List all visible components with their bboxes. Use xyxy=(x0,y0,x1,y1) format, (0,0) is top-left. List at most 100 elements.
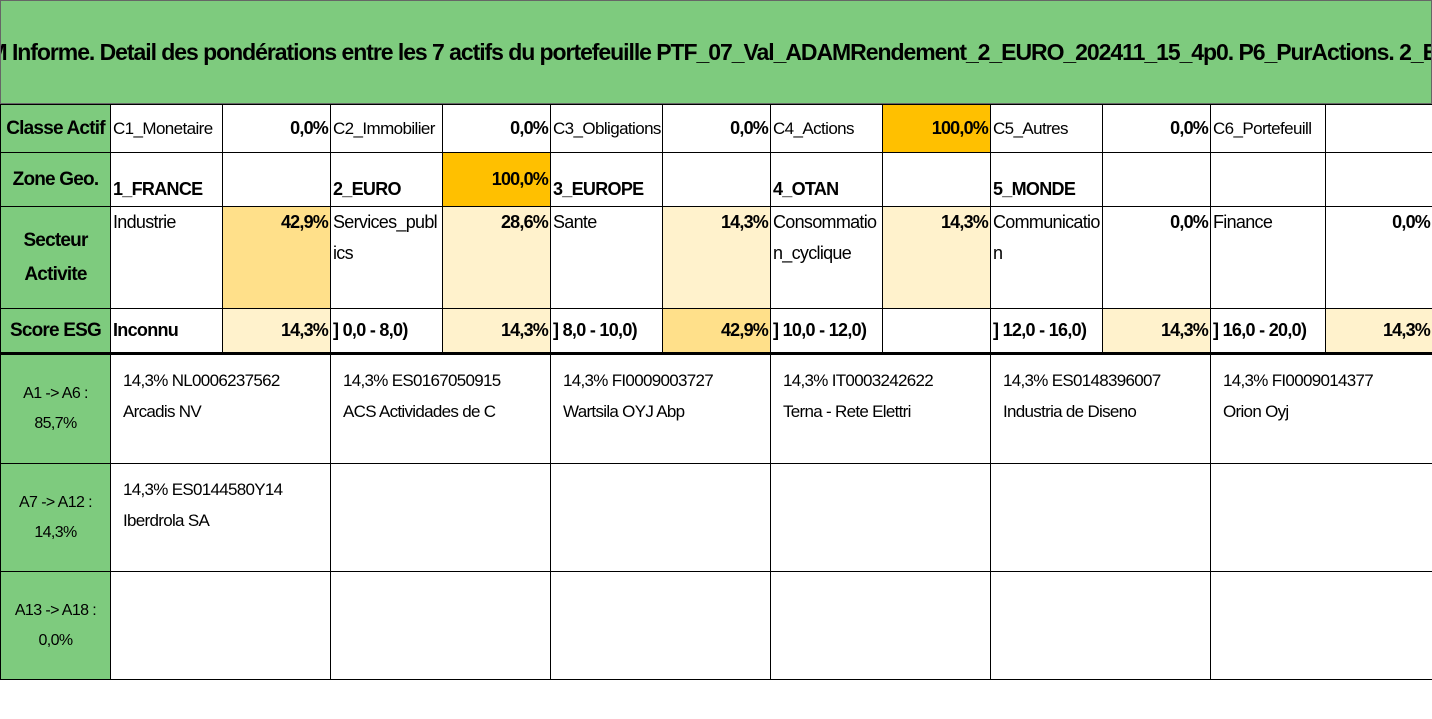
classe-name: C3_Obligations xyxy=(550,104,663,153)
secteur-row: Secteur Activite Industrie 42,9% Service… xyxy=(0,206,1432,309)
asset-name: ACS Actividades de C xyxy=(343,402,496,421)
asset-cell xyxy=(550,571,771,680)
esg-pct: 42,9% xyxy=(662,308,771,355)
zone-pct xyxy=(1325,152,1432,207)
secteur-pct: 42,9% xyxy=(222,206,331,309)
classe-name: C4_Actions xyxy=(770,104,883,153)
classe-name: C1_Monetaire xyxy=(110,104,223,153)
secteur-name: Industrie xyxy=(110,206,223,309)
esg-name: ] 16,0 - 20,0) xyxy=(1210,308,1326,355)
asset-cell: 14,3% FI0009014377 Orion Oyj xyxy=(1210,353,1432,464)
classe-pct: 0,0% xyxy=(222,104,331,153)
secteur-name: Sante xyxy=(550,206,663,309)
secteur-label: Secteur Activite xyxy=(0,206,111,309)
zone-pct xyxy=(1102,152,1211,207)
asset-group-label: A7 -> A12 : 14,3% xyxy=(0,463,111,572)
esg-pct: 14,3% xyxy=(1102,308,1211,355)
secteur-pct: 14,3% xyxy=(882,206,991,309)
classe-name: C2_Immobilier xyxy=(330,104,443,153)
asset-name: Arcadis NV xyxy=(123,402,202,421)
esg-pct xyxy=(882,308,991,355)
classe-pct xyxy=(1325,104,1432,153)
asset-id: 14,3% NL0006237562 xyxy=(123,371,280,390)
asset-cell xyxy=(990,571,1211,680)
asset-group-pct: 85,7% xyxy=(34,415,77,432)
asset-id: 14,3% IT0003242622 xyxy=(783,371,934,390)
asset-cell: 14,3% FI0009003727 Wartsila OYJ Abp xyxy=(550,353,771,464)
asset-cell: 14,3% IT0003242622 Terna - Rete Elettri xyxy=(770,353,991,464)
classe-pct: 0,0% xyxy=(442,104,551,153)
secteur-label-line1: Secteur xyxy=(23,229,88,251)
esg-pct: 14,3% xyxy=(1325,308,1432,355)
asset-group-pct: 0,0% xyxy=(38,631,73,649)
asset-group-label: A1 -> A6 : 85,7% xyxy=(0,353,111,464)
asset-id: 14,3% ES0144580Y14 xyxy=(123,480,283,499)
classe-name: C5_Autres xyxy=(990,104,1103,153)
asset-group-row: A13 -> A18 : 0,0% xyxy=(0,571,1432,680)
asset-cell xyxy=(1210,571,1432,680)
zone-pct xyxy=(662,152,771,207)
esg-name: ] 10,0 - 12,0) xyxy=(770,308,883,355)
classe-row: Classe Actif C1_Monetaire 0,0% C2_Immobi… xyxy=(0,104,1432,153)
esg-name: ] 12,0 - 16,0) xyxy=(990,308,1103,355)
secteur-pct: 28,6% xyxy=(442,206,551,309)
secteur-name: Consommation_cyclique xyxy=(770,206,883,309)
esg-pct: 14,3% xyxy=(222,308,331,355)
asset-cell xyxy=(330,463,551,572)
secteur-pct: 0,0% xyxy=(1325,206,1432,309)
zone-name: 2_EURO xyxy=(330,152,443,207)
secteur-name: Services_publics xyxy=(330,206,443,309)
secteur-name: Finance xyxy=(1210,206,1326,309)
secteur-label-line2: Activite xyxy=(24,263,87,285)
esg-name: ] 8,0 - 10,0) xyxy=(550,308,663,355)
asset-id: 14,3% ES0148396007 xyxy=(1003,371,1161,390)
zone-name: 4_OTAN xyxy=(770,152,883,207)
zone-pct xyxy=(882,152,991,207)
zone-name xyxy=(1210,152,1326,207)
asset-group-range: A1 -> A6 : xyxy=(23,385,88,402)
report-title: ADAM Informe. Detail des pondérations en… xyxy=(0,0,1432,104)
asset-name: Iberdrola SA xyxy=(123,511,210,530)
asset-group-row: A1 -> A6 : 85,7% 14,3% NL0006237562 Arcad… xyxy=(0,353,1432,464)
zone-name: 1_FRANCE xyxy=(110,152,223,207)
asset-group-range: A7 -> A12 : xyxy=(18,493,93,511)
weights-table: Classe Actif C1_Monetaire 0,0% C2_Immobi… xyxy=(0,104,1432,680)
zone-name: 3_EUROPE xyxy=(550,152,663,207)
asset-cell: 14,3% NL0006237562 Arcadis NV xyxy=(110,353,331,464)
asset-group-pct: 14,3% xyxy=(34,523,77,541)
zone-pct: 100,0% xyxy=(442,152,551,207)
esg-label: Score ESG xyxy=(0,308,111,355)
asset-cell: 14,3% ES0144580Y14 Iberdrola SA xyxy=(110,463,331,572)
asset-name: Wartsila OYJ Abp xyxy=(563,402,685,421)
classe-pct: 0,0% xyxy=(1102,104,1211,153)
asset-id: 14,3% FI0009003727 xyxy=(563,371,714,390)
asset-cell xyxy=(330,571,551,680)
classe-name: C6_Portefeuill xyxy=(1210,104,1326,153)
zone-name: 5_MONDE xyxy=(990,152,1103,207)
asset-cell xyxy=(770,463,991,572)
classe-pct: 100,0% xyxy=(882,104,991,153)
classe-label: Classe Actif xyxy=(0,104,111,153)
asset-group-label: A13 -> A18 : 0,0% xyxy=(0,571,111,680)
asset-group-row: A7 -> A12 : 14,3% 14,3% ES0144580Y14 Iber… xyxy=(0,463,1432,572)
asset-cell xyxy=(990,463,1211,572)
asset-name: Terna - Rete Elettri xyxy=(783,402,911,421)
asset-cell xyxy=(1210,463,1432,572)
asset-group-range: A13 -> A18 : xyxy=(14,601,97,619)
secteur-pct: 14,3% xyxy=(662,206,771,309)
esg-name: ] 0,0 - 8,0) xyxy=(330,308,443,355)
zone-label: Zone Geo. xyxy=(0,152,111,207)
asset-cell xyxy=(550,463,771,572)
esg-name: Inconnu xyxy=(110,308,223,355)
secteur-name: Communication xyxy=(990,206,1103,309)
zone-pct xyxy=(222,152,331,207)
asset-cell xyxy=(110,571,331,680)
esg-row: Score ESG Inconnu 14,3% ] 0,0 - 8,0) 14,… xyxy=(0,308,1432,355)
esg-pct: 14,3% xyxy=(442,308,551,355)
asset-name: Orion Oyj xyxy=(1223,402,1289,421)
asset-cell: 14,3% ES0148396007 Industria de Diseno xyxy=(990,353,1211,464)
classe-pct: 0,0% xyxy=(662,104,771,153)
asset-cell: 14,3% ES0167050915 ACS Actividades de C xyxy=(330,353,551,464)
asset-cell xyxy=(770,571,991,680)
asset-name: Industria de Diseno xyxy=(1003,402,1137,421)
